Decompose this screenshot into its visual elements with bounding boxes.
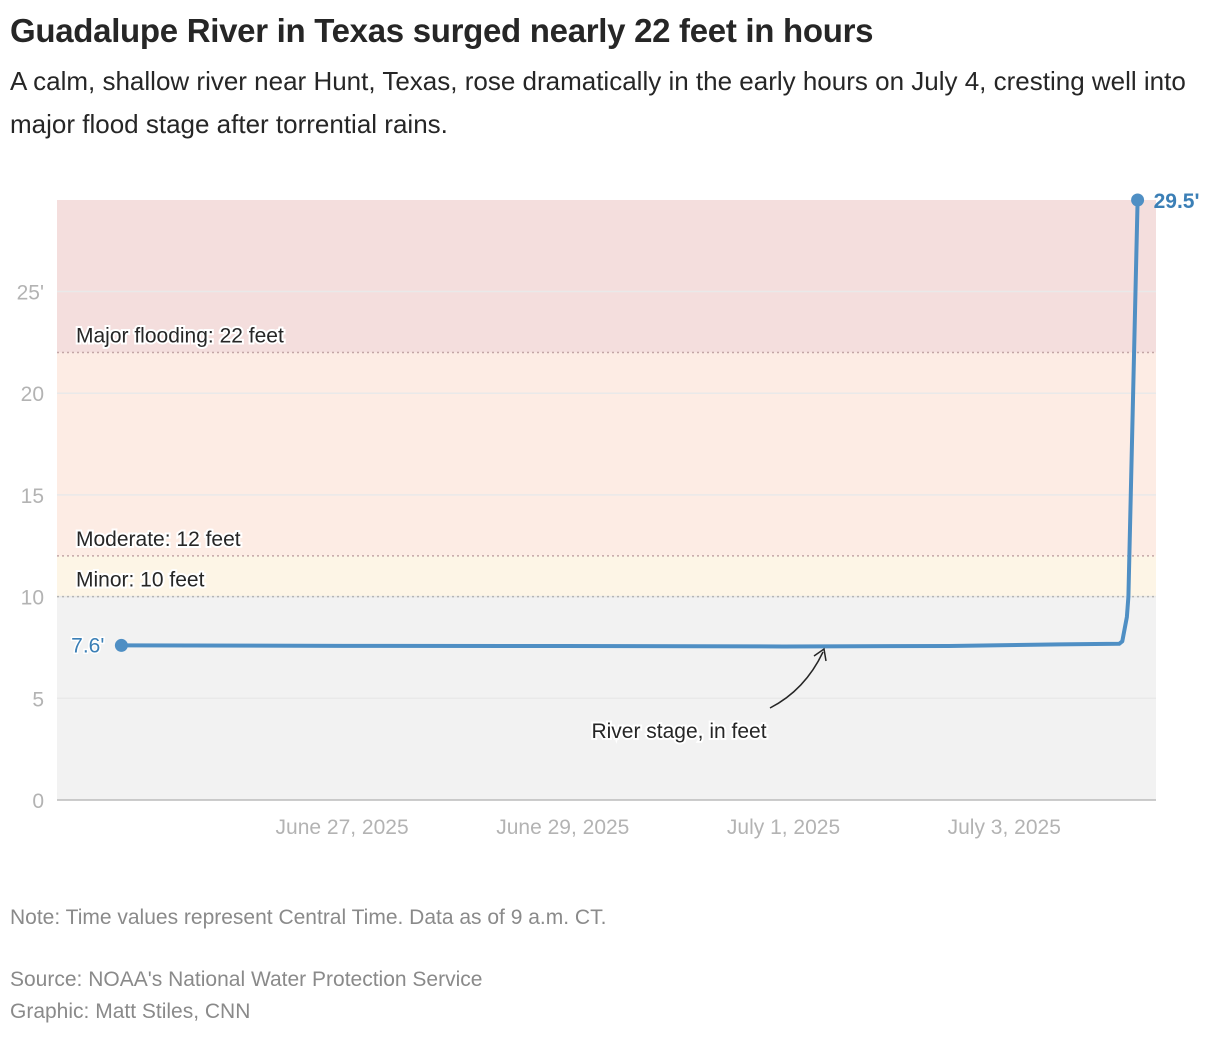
river-stage-chart: 0 5 10 15 20 25' Major flooding: 22 feet Modera… xyxy=(17,190,1200,839)
threshold-label: Minor: 10 feet xyxy=(76,569,205,592)
annotation-arrowhead xyxy=(813,647,827,662)
chart-source: Source: NOAA's National Water Protection… xyxy=(10,968,483,991)
start-value-label: 7.6' xyxy=(71,634,104,657)
chart-subtitle: A calm, shallow river near Hunt, Texas, … xyxy=(10,66,1186,139)
chart-title: Guadalupe River in Texas surged nearly 2… xyxy=(10,12,874,49)
end-point xyxy=(1131,193,1145,207)
annotation-label: River stage, in feet xyxy=(591,720,766,743)
y-tick-label: 15 xyxy=(21,485,44,508)
river-stage-line xyxy=(121,199,1140,649)
y-tick-label: 20 xyxy=(21,383,44,406)
y-tick-label: 10 xyxy=(21,587,44,610)
start-point xyxy=(114,638,128,652)
x-tick-label: July 1, 2025 xyxy=(727,816,840,839)
y-tick-label: 25' xyxy=(17,282,44,305)
y-tick-label: 5 xyxy=(32,688,44,711)
chart-note: Note: Time values represent Central Time… xyxy=(10,906,607,929)
annotation-arrow xyxy=(769,651,824,709)
threshold-label: Major flooding: 22 feet xyxy=(76,325,284,348)
end-value-label: 29.5' xyxy=(1154,190,1200,213)
threshold-label: Moderate: 12 feet xyxy=(76,528,241,551)
y-tick-label: 0 xyxy=(32,790,44,813)
chart-credit: Graphic: Matt Stiles, CNN xyxy=(10,1000,251,1023)
x-tick-label: July 3, 2025 xyxy=(948,816,1061,839)
flood-band xyxy=(57,352,1156,556)
x-tick-label: June 27, 2025 xyxy=(276,816,409,839)
flood-band xyxy=(57,555,1156,597)
flood-band xyxy=(57,200,1156,353)
x-tick-label: June 29, 2025 xyxy=(496,816,629,839)
